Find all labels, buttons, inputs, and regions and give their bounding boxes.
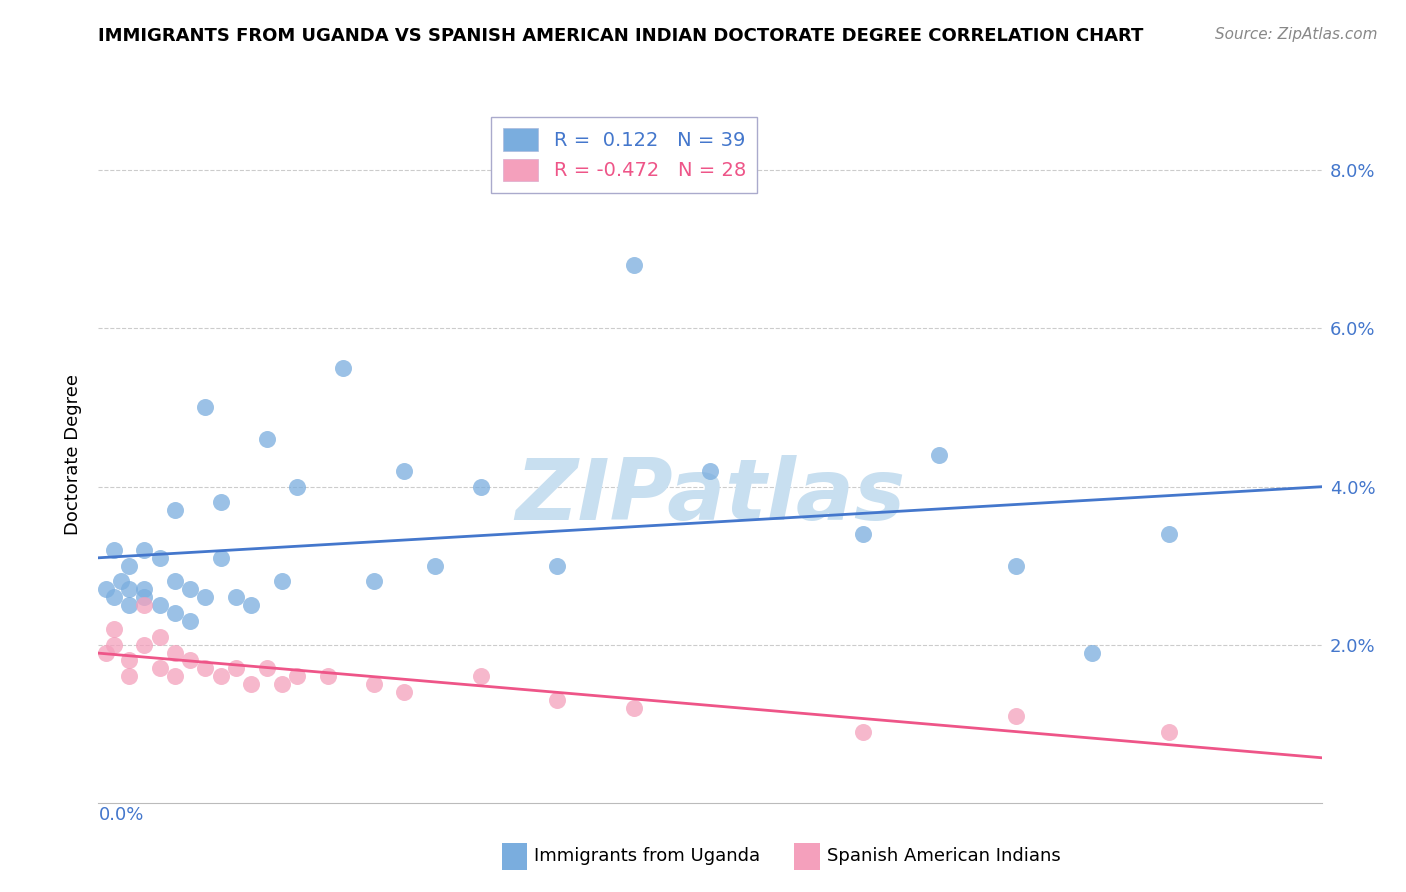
Point (103, 542, 125, 557)
Point (225, 661, 247, 675)
Point (209, 495, 232, 509)
Point (103, 591, 125, 605)
Point (423, 558, 446, 573)
Point (225, 591, 247, 605)
Point (134, 582, 156, 597)
Point (256, 661, 278, 675)
Point (179, 653, 201, 667)
Point (118, 653, 141, 667)
Point (546, 558, 568, 573)
Point (270, 574, 294, 589)
Point (240, 598, 263, 612)
Point (163, 606, 186, 620)
Point (928, 448, 950, 462)
Point (363, 677, 385, 691)
Text: Source: ZipAtlas.com: Source: ZipAtlas.com (1215, 27, 1378, 42)
Text: ZIPatlas: ZIPatlas (515, 455, 905, 538)
Point (470, 479, 492, 493)
Point (1004, 558, 1026, 573)
Point (285, 479, 308, 493)
Point (134, 638, 156, 652)
Text: 0.0%: 0.0% (98, 805, 143, 823)
Point (392, 464, 416, 478)
Point (94, 646, 117, 660)
Point (149, 661, 172, 675)
Point (270, 677, 294, 691)
Point (699, 464, 721, 478)
Point (118, 598, 141, 612)
Point (194, 591, 217, 605)
Point (209, 669, 232, 683)
Point (623, 258, 645, 272)
Legend: R =  0.122   N = 39, R = -0.472   N = 28: R = 0.122 N = 39, R = -0.472 N = 28 (491, 117, 758, 193)
Point (470, 669, 492, 683)
Point (103, 638, 125, 652)
Point (110, 574, 132, 589)
Point (118, 558, 141, 573)
Point (118, 669, 141, 683)
Point (1157, 527, 1180, 541)
Point (163, 646, 186, 660)
Point (194, 661, 217, 675)
Point (163, 574, 186, 589)
Point (194, 401, 217, 415)
Point (149, 630, 172, 644)
Point (134, 542, 156, 557)
Point (134, 598, 156, 612)
Point (179, 614, 201, 628)
Point (163, 503, 186, 517)
Point (163, 669, 186, 683)
Point (623, 701, 645, 715)
Point (240, 677, 263, 691)
Point (256, 432, 278, 446)
Text: IMMIGRANTS FROM UGANDA VS SPANISH AMERICAN INDIAN DOCTORATE DEGREE CORRELATION C: IMMIGRANTS FROM UGANDA VS SPANISH AMERIC… (98, 27, 1144, 45)
Point (94, 582, 117, 597)
Point (134, 591, 156, 605)
Point (285, 669, 308, 683)
Point (546, 693, 568, 707)
Point (392, 685, 416, 699)
Text: Spanish American Indians: Spanish American Indians (827, 847, 1060, 865)
Point (103, 622, 125, 636)
Point (1004, 708, 1026, 723)
Point (852, 527, 875, 541)
Point (1157, 724, 1180, 739)
Y-axis label: Doctorate Degree: Doctorate Degree (63, 375, 82, 535)
Point (1081, 646, 1104, 660)
Point (363, 574, 385, 589)
Point (179, 582, 201, 597)
Point (316, 669, 339, 683)
Point (118, 582, 141, 597)
Point (209, 550, 232, 565)
Point (852, 724, 875, 739)
Point (332, 360, 354, 375)
Text: Immigrants from Uganda: Immigrants from Uganda (534, 847, 761, 865)
Point (149, 550, 172, 565)
Point (149, 598, 172, 612)
